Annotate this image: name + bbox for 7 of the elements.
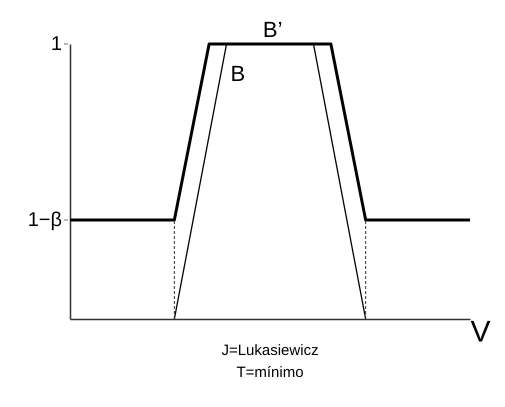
text: 1−β bbox=[28, 209, 62, 231]
series-label: B’ bbox=[262, 17, 282, 42]
series-label: B bbox=[230, 61, 246, 86]
text: T=mínimo bbox=[236, 364, 304, 381]
text: 1 bbox=[50, 33, 62, 55]
x-axis-title: V bbox=[470, 316, 490, 348]
text: J=Lukasiewicz bbox=[221, 342, 319, 359]
